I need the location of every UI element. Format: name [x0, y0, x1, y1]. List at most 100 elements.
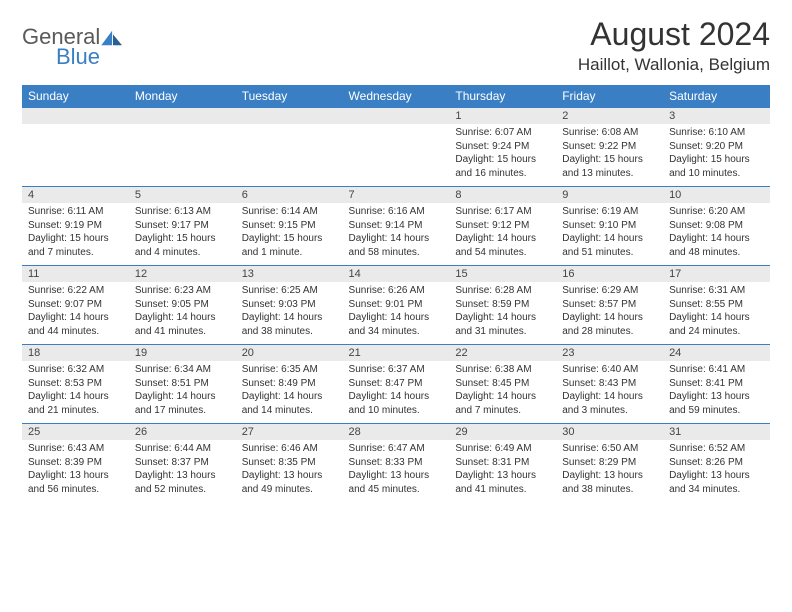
day-cell: Sunrise: 6:47 AMSunset: 8:33 PMDaylight:…: [343, 440, 450, 502]
sunset-text: Sunset: 8:33 PM: [349, 456, 444, 470]
day-cell: Sunrise: 6:28 AMSunset: 8:59 PMDaylight:…: [449, 282, 556, 345]
day-cell: Sunrise: 6:41 AMSunset: 8:41 PMDaylight:…: [663, 361, 770, 424]
daylight-text: Daylight: 14 hours and 28 minutes.: [562, 311, 657, 338]
sunrise-text: Sunrise: 6:23 AM: [135, 284, 230, 298]
sunrise-text: Sunrise: 6:08 AM: [562, 126, 657, 140]
day-cell: Sunrise: 6:50 AMSunset: 8:29 PMDaylight:…: [556, 440, 663, 502]
day-cell: Sunrise: 6:43 AMSunset: 8:39 PMDaylight:…: [22, 440, 129, 502]
day-number: 27: [236, 424, 343, 441]
daylight-text: Daylight: 14 hours and 14 minutes.: [242, 390, 337, 417]
sunrise-text: Sunrise: 6:13 AM: [135, 205, 230, 219]
day-number: [343, 108, 450, 125]
day-cell: Sunrise: 6:25 AMSunset: 9:03 PMDaylight:…: [236, 282, 343, 345]
day-number: 5: [129, 187, 236, 204]
sunset-text: Sunset: 8:35 PM: [242, 456, 337, 470]
daylight-text: Daylight: 14 hours and 48 minutes.: [669, 232, 764, 259]
sunset-text: Sunset: 8:41 PM: [669, 377, 764, 391]
calendar-table: Sunday Monday Tuesday Wednesday Thursday…: [22, 85, 770, 502]
sunrise-text: Sunrise: 6:17 AM: [455, 205, 550, 219]
sunrise-text: Sunrise: 6:20 AM: [669, 205, 764, 219]
day-number: 1: [449, 108, 556, 125]
sunset-text: Sunset: 9:01 PM: [349, 298, 444, 312]
day-cell: Sunrise: 6:38 AMSunset: 8:45 PMDaylight:…: [449, 361, 556, 424]
sunrise-text: Sunrise: 6:28 AM: [455, 284, 550, 298]
day-cell: Sunrise: 6:17 AMSunset: 9:12 PMDaylight:…: [449, 203, 556, 266]
day-number: 3: [663, 108, 770, 125]
sunrise-text: Sunrise: 6:07 AM: [455, 126, 550, 140]
day-number: 4: [22, 187, 129, 204]
daylight-text: Daylight: 14 hours and 24 minutes.: [669, 311, 764, 338]
daylight-text: Daylight: 13 hours and 38 minutes.: [562, 469, 657, 496]
daylight-text: Daylight: 14 hours and 54 minutes.: [455, 232, 550, 259]
sunrise-text: Sunrise: 6:35 AM: [242, 363, 337, 377]
day-cell: Sunrise: 6:37 AMSunset: 8:47 PMDaylight:…: [343, 361, 450, 424]
day-number-row: 25262728293031: [22, 424, 770, 441]
sunrise-text: Sunrise: 6:49 AM: [455, 442, 550, 456]
day-number: 11: [22, 266, 129, 283]
day-cell: Sunrise: 6:14 AMSunset: 9:15 PMDaylight:…: [236, 203, 343, 266]
day-cell: Sunrise: 6:34 AMSunset: 8:51 PMDaylight:…: [129, 361, 236, 424]
daylight-text: Daylight: 13 hours and 49 minutes.: [242, 469, 337, 496]
sunrise-text: Sunrise: 6:14 AM: [242, 205, 337, 219]
sunset-text: Sunset: 9:20 PM: [669, 140, 764, 154]
daylight-text: Daylight: 13 hours and 59 minutes.: [669, 390, 764, 417]
day-number-row: 45678910: [22, 187, 770, 204]
weekday-header: Thursday: [449, 85, 556, 108]
daylight-text: Daylight: 14 hours and 38 minutes.: [242, 311, 337, 338]
day-number: 7: [343, 187, 450, 204]
day-number: 17: [663, 266, 770, 283]
daylight-text: Daylight: 15 hours and 13 minutes.: [562, 153, 657, 180]
day-number: 6: [236, 187, 343, 204]
sunset-text: Sunset: 8:31 PM: [455, 456, 550, 470]
sunrise-text: Sunrise: 6:38 AM: [455, 363, 550, 377]
day-cell: Sunrise: 6:16 AMSunset: 9:14 PMDaylight:…: [343, 203, 450, 266]
sunrise-text: Sunrise: 6:11 AM: [28, 205, 123, 219]
day-number: 16: [556, 266, 663, 283]
day-number: 12: [129, 266, 236, 283]
brand-logo: General Blue: [22, 16, 125, 70]
daylight-text: Daylight: 13 hours and 56 minutes.: [28, 469, 123, 496]
daylight-text: Daylight: 14 hours and 41 minutes.: [135, 311, 230, 338]
sunrise-text: Sunrise: 6:32 AM: [28, 363, 123, 377]
day-number: 23: [556, 345, 663, 362]
daylight-text: Daylight: 14 hours and 44 minutes.: [28, 311, 123, 338]
month-title: August 2024: [578, 16, 770, 53]
day-cell: Sunrise: 6:49 AMSunset: 8:31 PMDaylight:…: [449, 440, 556, 502]
sunset-text: Sunset: 9:12 PM: [455, 219, 550, 233]
daylight-text: Daylight: 14 hours and 17 minutes.: [135, 390, 230, 417]
weekday-header: Sunday: [22, 85, 129, 108]
day-cell: Sunrise: 6:40 AMSunset: 8:43 PMDaylight:…: [556, 361, 663, 424]
sunrise-text: Sunrise: 6:52 AM: [669, 442, 764, 456]
sunset-text: Sunset: 8:45 PM: [455, 377, 550, 391]
sunrise-text: Sunrise: 6:44 AM: [135, 442, 230, 456]
sunrise-text: Sunrise: 6:43 AM: [28, 442, 123, 456]
daylight-text: Daylight: 14 hours and 3 minutes.: [562, 390, 657, 417]
day-cell: Sunrise: 6:29 AMSunset: 8:57 PMDaylight:…: [556, 282, 663, 345]
daylight-text: Daylight: 15 hours and 1 minute.: [242, 232, 337, 259]
daylight-text: Daylight: 14 hours and 7 minutes.: [455, 390, 550, 417]
daylight-text: Daylight: 14 hours and 21 minutes.: [28, 390, 123, 417]
day-number: 24: [663, 345, 770, 362]
day-number: 14: [343, 266, 450, 283]
day-data-row: Sunrise: 6:43 AMSunset: 8:39 PMDaylight:…: [22, 440, 770, 502]
daylight-text: Daylight: 14 hours and 58 minutes.: [349, 232, 444, 259]
sunrise-text: Sunrise: 6:46 AM: [242, 442, 337, 456]
sunset-text: Sunset: 9:15 PM: [242, 219, 337, 233]
sunrise-text: Sunrise: 6:19 AM: [562, 205, 657, 219]
day-cell: Sunrise: 6:23 AMSunset: 9:05 PMDaylight:…: [129, 282, 236, 345]
day-number: 20: [236, 345, 343, 362]
daylight-text: Daylight: 14 hours and 10 minutes.: [349, 390, 444, 417]
sunset-text: Sunset: 8:43 PM: [562, 377, 657, 391]
day-cell: Sunrise: 6:46 AMSunset: 8:35 PMDaylight:…: [236, 440, 343, 502]
day-number: 26: [129, 424, 236, 441]
sunset-text: Sunset: 9:08 PM: [669, 219, 764, 233]
sunrise-text: Sunrise: 6:16 AM: [349, 205, 444, 219]
day-number: 30: [556, 424, 663, 441]
day-cell: Sunrise: 6:20 AMSunset: 9:08 PMDaylight:…: [663, 203, 770, 266]
day-number: 9: [556, 187, 663, 204]
day-cell: Sunrise: 6:07 AMSunset: 9:24 PMDaylight:…: [449, 124, 556, 187]
daylight-text: Daylight: 15 hours and 4 minutes.: [135, 232, 230, 259]
day-number: 8: [449, 187, 556, 204]
sunrise-text: Sunrise: 6:31 AM: [669, 284, 764, 298]
day-cell: [129, 124, 236, 187]
